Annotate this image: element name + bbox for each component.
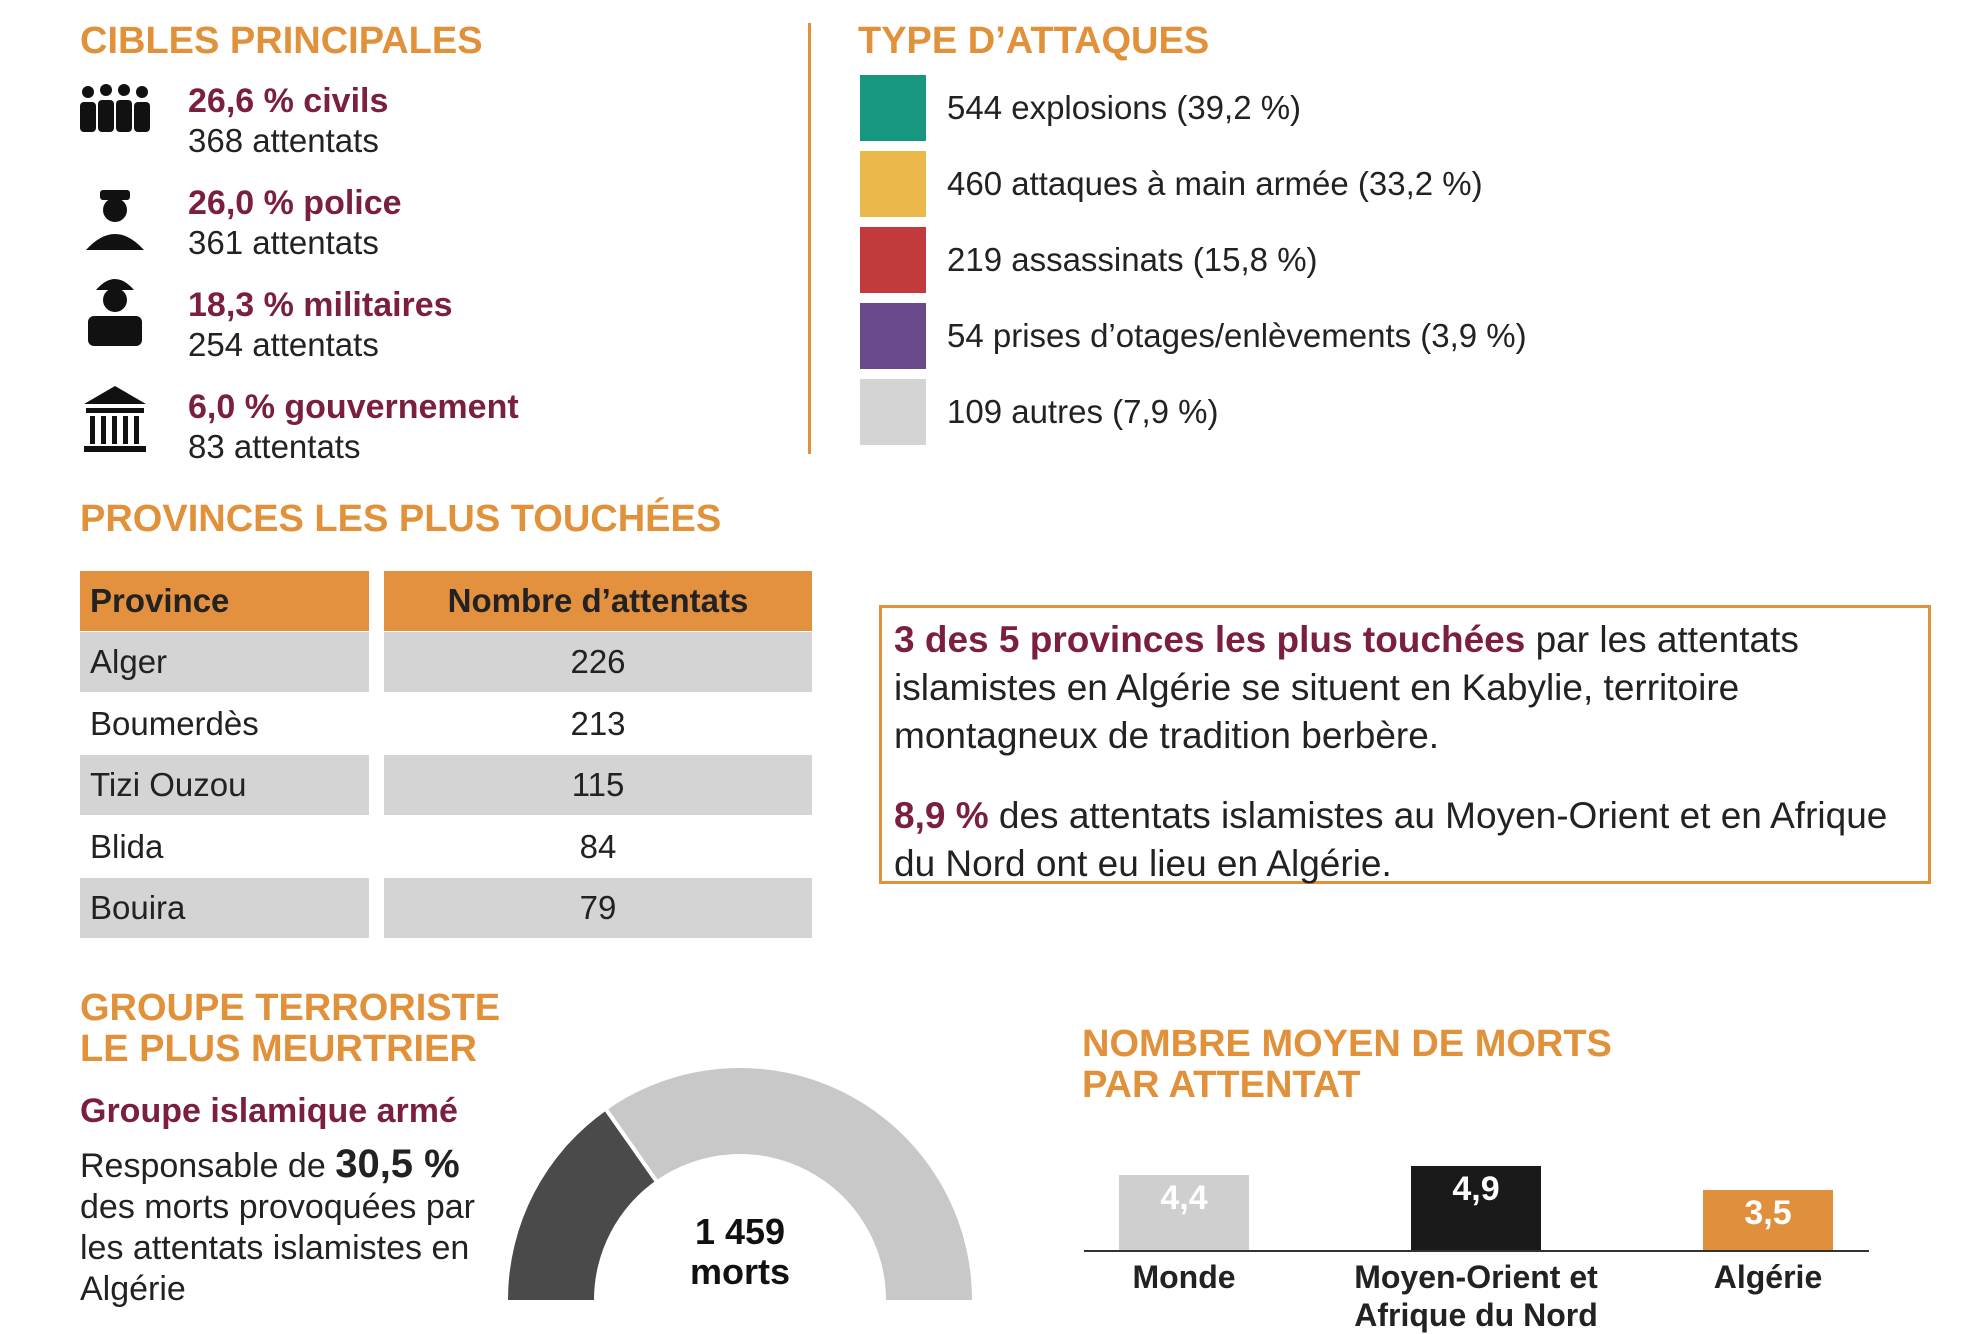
gauge-segment bbox=[508, 1110, 657, 1300]
table-cell: Alger bbox=[80, 632, 369, 692]
table-cell: Bouira bbox=[80, 878, 369, 938]
text: des morts provoquées par les attentats i… bbox=[80, 1188, 475, 1308]
callout: 3 des 5 provinces les plus touchées par … bbox=[879, 605, 1931, 884]
chart-title: NOMBRE MOYEN DE MORTS PAR ATTENTAT bbox=[1082, 1024, 1612, 1106]
share-label: 30,5 % bbox=[335, 1142, 460, 1186]
target-headline: 26,6 % civils bbox=[188, 82, 389, 120]
table-cell: Blida bbox=[80, 816, 369, 877]
x-tick-label: Moyen-Orient et Afrique du Nord bbox=[1354, 1259, 1598, 1333]
target-count: 361 attentats bbox=[188, 224, 379, 261]
table-cell: 226 bbox=[384, 632, 812, 692]
target-headline: 6,0 % gouvernement bbox=[188, 388, 519, 426]
section-title: PROVINCES LES PLUS TOUCHÉES bbox=[80, 498, 722, 540]
attack-swatch bbox=[860, 227, 926, 293]
callout-text: 3 des 5 provinces les plus touchées par … bbox=[894, 616, 1916, 760]
value-label: 4,9 bbox=[1452, 1170, 1500, 1208]
target-count: 254 attentats bbox=[188, 326, 379, 363]
attack-swatch bbox=[860, 379, 926, 445]
text: des attentats islamistes au Moyen-Orient… bbox=[894, 795, 1888, 884]
section-title: CIBLES PRINCIPALES bbox=[80, 20, 483, 62]
section-title: TYPE D’ATTAQUES bbox=[858, 20, 1210, 62]
callout-text: 8,9 % des attentats islamistes au Moyen-… bbox=[894, 792, 1916, 888]
title-line: GROUPE TERRORISTE bbox=[80, 987, 501, 1029]
group-text: Responsable de 30,5 % des morts provoqué… bbox=[80, 1144, 500, 1310]
attack-label: 54 prises d’otages/enlèvements (3,9 %) bbox=[947, 317, 1527, 354]
highlight: 3 des 5 provinces les plus touchées bbox=[894, 619, 1526, 660]
target-icons bbox=[80, 84, 150, 452]
attack-label: 544 explosions (39,2 %) bbox=[947, 89, 1302, 126]
attack-swatch bbox=[860, 151, 926, 217]
title-line: LE PLUS MEURTRIER bbox=[80, 1028, 477, 1070]
attack-label: 219 assassinats (15,8 %) bbox=[947, 241, 1318, 278]
gauge-rest bbox=[606, 1068, 972, 1300]
table-cell: 79 bbox=[384, 878, 812, 938]
section-title: GROUPE TERRORISTE LE PLUS MEURTRIER bbox=[80, 988, 500, 1070]
attack-swatch bbox=[860, 75, 926, 141]
divider bbox=[808, 23, 811, 454]
gauge-center-label: morts bbox=[690, 1251, 790, 1292]
table-cell: 84 bbox=[384, 816, 812, 877]
gauge-center-label: 1 459 bbox=[695, 1211, 785, 1252]
baseline bbox=[1084, 1250, 1869, 1252]
title-line: NOMBRE MOYEN DE MORTS bbox=[1082, 1023, 1612, 1065]
table-cell: Tizi Ouzou bbox=[80, 755, 369, 815]
table-header: Nombre d’attentats bbox=[384, 571, 812, 631]
group-name: Groupe islamique armé bbox=[80, 1092, 458, 1130]
gauge-separator bbox=[604, 1109, 658, 1182]
x-tick-label: Algérie bbox=[1713, 1259, 1823, 1295]
target-count: 368 attentats bbox=[188, 122, 379, 159]
text: par les attentats islamistes en Algérie … bbox=[894, 619, 1799, 756]
table-header: Province bbox=[80, 571, 369, 631]
title-line: PAR ATTENTAT bbox=[1082, 1064, 1361, 1106]
highlight: 8,9 % bbox=[894, 795, 989, 836]
attack-label: 109 autres (7,9 %) bbox=[947, 393, 1219, 430]
table-cell: 115 bbox=[384, 755, 812, 815]
bar bbox=[1703, 1190, 1833, 1250]
attack-swatch bbox=[860, 303, 926, 369]
attack-label: 460 attaques à main armée (33,2 %) bbox=[947, 165, 1483, 202]
bar bbox=[1119, 1174, 1249, 1250]
bar bbox=[1411, 1166, 1541, 1250]
target-count: 83 attentats bbox=[188, 428, 361, 465]
table-cell: 213 bbox=[384, 693, 812, 754]
text: Responsable de bbox=[80, 1147, 326, 1185]
table-cell: Boumerdès bbox=[80, 693, 369, 754]
value-label: 3,5 bbox=[1744, 1194, 1792, 1232]
value-label: 4,4 bbox=[1160, 1178, 1208, 1217]
target-headline: 26,0 % police bbox=[188, 184, 402, 222]
target-headline: 18,3 % militaires bbox=[188, 286, 453, 324]
x-tick-label: Monde bbox=[1132, 1259, 1236, 1295]
